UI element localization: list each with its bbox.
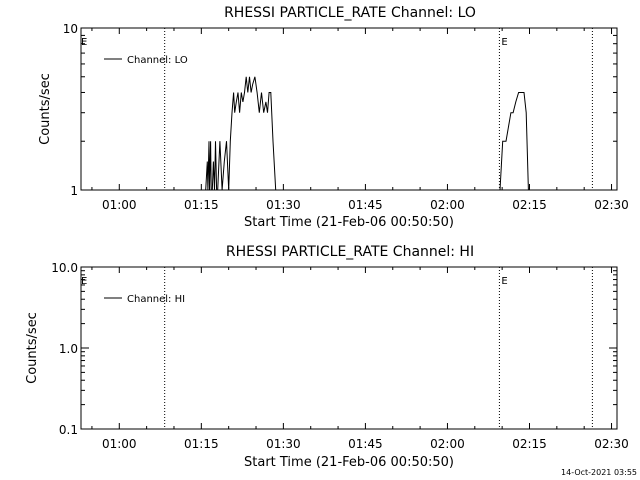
x-tick-label: 02:15 <box>512 198 547 212</box>
y-tick-label: 1.0 <box>59 342 78 356</box>
y-axis-label: Counts/sec <box>25 312 40 384</box>
x-tick-label: 02:00 <box>430 437 465 451</box>
plot-frame <box>80 27 618 191</box>
series-line <box>205 76 277 191</box>
series-line <box>499 92 529 191</box>
legend: Channel: HI <box>104 294 185 305</box>
legend-label: Channel: HI <box>127 294 185 305</box>
x-tick-label: 01:30 <box>266 198 301 212</box>
event-marker-label: E <box>501 276 507 287</box>
y-tick-label: 1 <box>70 184 78 198</box>
edge-marker-label: E <box>81 276 87 287</box>
x-tick-label: 01:30 <box>266 437 301 451</box>
x-tick-label: 02:00 <box>430 198 465 212</box>
legend-label: Channel: LO <box>127 55 188 66</box>
event-marker-label: E <box>501 37 507 48</box>
x-tick-label: 01:00 <box>102 198 137 212</box>
x-tick-label: 01:15 <box>184 198 219 212</box>
y-axis-label: Counts/sec <box>38 73 53 145</box>
edge-marker-label: E <box>81 37 87 48</box>
legend: Channel: LO <box>104 55 188 66</box>
plot-frame <box>80 266 618 430</box>
y-tick-label: 10 <box>63 22 78 36</box>
footer-timestamp: 14-Oct-2021 03:55 <box>561 468 637 477</box>
x-tick-label: 01:45 <box>348 437 383 451</box>
x-tick-label: 02:30 <box>594 437 629 451</box>
lo-channel-panel: RHESSI PARTICLE_RATE Channel: LO Counts/… <box>38 5 629 230</box>
y-tick-label: 0.1 <box>59 423 78 437</box>
panel-title: RHESSI PARTICLE_RATE Channel: HI <box>226 244 474 260</box>
x-tick-label: 01:45 <box>348 198 383 212</box>
x-tick-label: 02:15 <box>512 437 547 451</box>
x-axis-label: Start Time (21-Feb-06 00:50:50) <box>244 455 454 470</box>
x-tick-label: 01:00 <box>102 437 137 451</box>
y-tick-label: 10.0 <box>51 261 78 275</box>
hi-channel-panel: RHESSI PARTICLE_RATE Channel: HI Counts/… <box>25 244 629 470</box>
x-tick-label: 02:30 <box>594 198 629 212</box>
x-axis-label: Start Time (21-Feb-06 00:50:50) <box>244 215 454 230</box>
x-tick-label: 01:15 <box>184 437 219 451</box>
panel-title: RHESSI PARTICLE_RATE Channel: LO <box>224 5 476 21</box>
